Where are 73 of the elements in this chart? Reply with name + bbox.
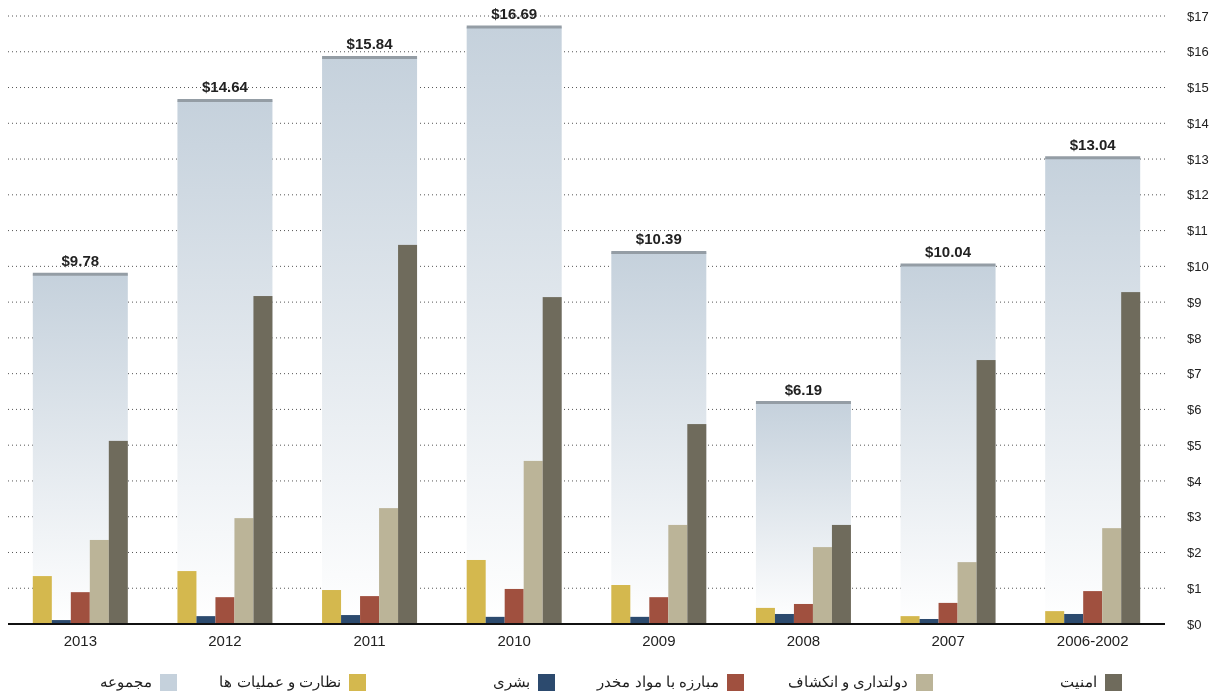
bar (793, 603, 813, 624)
bar (957, 562, 977, 624)
data-label: $15.84 (346, 35, 394, 53)
y-tick-label: $12 (1187, 187, 1209, 203)
bar (938, 602, 958, 624)
y-tick-label: $17 (1187, 8, 1209, 24)
legend-label: بشری (493, 673, 530, 691)
bar (649, 597, 669, 624)
y-tick-label: $6 (1187, 402, 1202, 418)
bar (542, 297, 562, 624)
data-label: $14.64 (201, 78, 249, 96)
legend-label: نظارت و عملیات ها (219, 673, 341, 691)
y-tick-label: $4 (1187, 473, 1202, 489)
legend-label: مجموعه (100, 673, 152, 691)
bar (89, 539, 109, 624)
legend-label: مبارزه با مواد مخدر (596, 673, 719, 691)
x-tick-label: 2012 (208, 632, 242, 649)
bar (611, 585, 631, 624)
bar (831, 524, 851, 624)
x-tick-label: 2007 (931, 632, 965, 649)
x-tick-label: 2009 (642, 632, 676, 649)
bar (398, 244, 418, 624)
y-tick-label: $10 (1187, 259, 1209, 275)
bar (523, 460, 543, 624)
bar (812, 547, 832, 624)
data-label: $16.69 (491, 5, 538, 23)
bar (253, 296, 273, 624)
y-tick-label: $7 (1187, 366, 1202, 382)
bar (32, 576, 52, 624)
bar (1102, 528, 1122, 624)
y-tick-label: $16 (1187, 44, 1209, 60)
y-tick-label: $8 (1187, 330, 1202, 346)
bar (1045, 611, 1065, 624)
bar (360, 596, 380, 624)
data-label: $13.04 (1069, 135, 1117, 153)
data-label: $6.19 (784, 380, 823, 398)
y-tick-label: $11 (1187, 223, 1208, 239)
x-tick-label: 2010 (497, 632, 531, 649)
x-tick-label: 2013 (63, 632, 97, 649)
bar (976, 360, 996, 624)
bar (504, 588, 524, 624)
bar (1121, 292, 1141, 624)
x-tick-label: 2011 (353, 632, 386, 649)
data-label: $10.39 (635, 230, 682, 248)
y-tick-label: $0 (1187, 616, 1202, 632)
bar (215, 597, 235, 624)
data-label: $10.04 (925, 242, 972, 260)
bar (774, 613, 794, 624)
y-tick-label: $1 (1187, 580, 1202, 596)
bar (108, 440, 128, 624)
bar (234, 518, 254, 624)
bar (177, 571, 197, 624)
bar (1064, 613, 1084, 624)
y-tick-label: $13 (1187, 151, 1209, 167)
bar (466, 559, 486, 624)
y-tick-label: $15 (1187, 80, 1209, 96)
legend-label: دولتداری و انکشاف (787, 673, 908, 691)
bar (70, 592, 90, 624)
x-tick-label: 2006-2002 (1056, 632, 1129, 649)
x-tick-label: 2008 (786, 632, 821, 649)
bar (1083, 591, 1103, 624)
bar (687, 424, 707, 624)
bar (322, 590, 342, 624)
y-tick-label: $9 (1187, 294, 1202, 310)
y-tick-label: $5 (1187, 437, 1202, 453)
data-label: $9.78 (61, 252, 100, 270)
y-tick-label: $3 (1187, 509, 1202, 525)
bar (755, 607, 775, 624)
legend-label: امنیت (1060, 673, 1097, 690)
y-tick-label: $2 (1187, 545, 1202, 561)
bar (379, 508, 399, 624)
y-tick-label: $14 (1187, 115, 1209, 131)
bar (668, 524, 688, 624)
